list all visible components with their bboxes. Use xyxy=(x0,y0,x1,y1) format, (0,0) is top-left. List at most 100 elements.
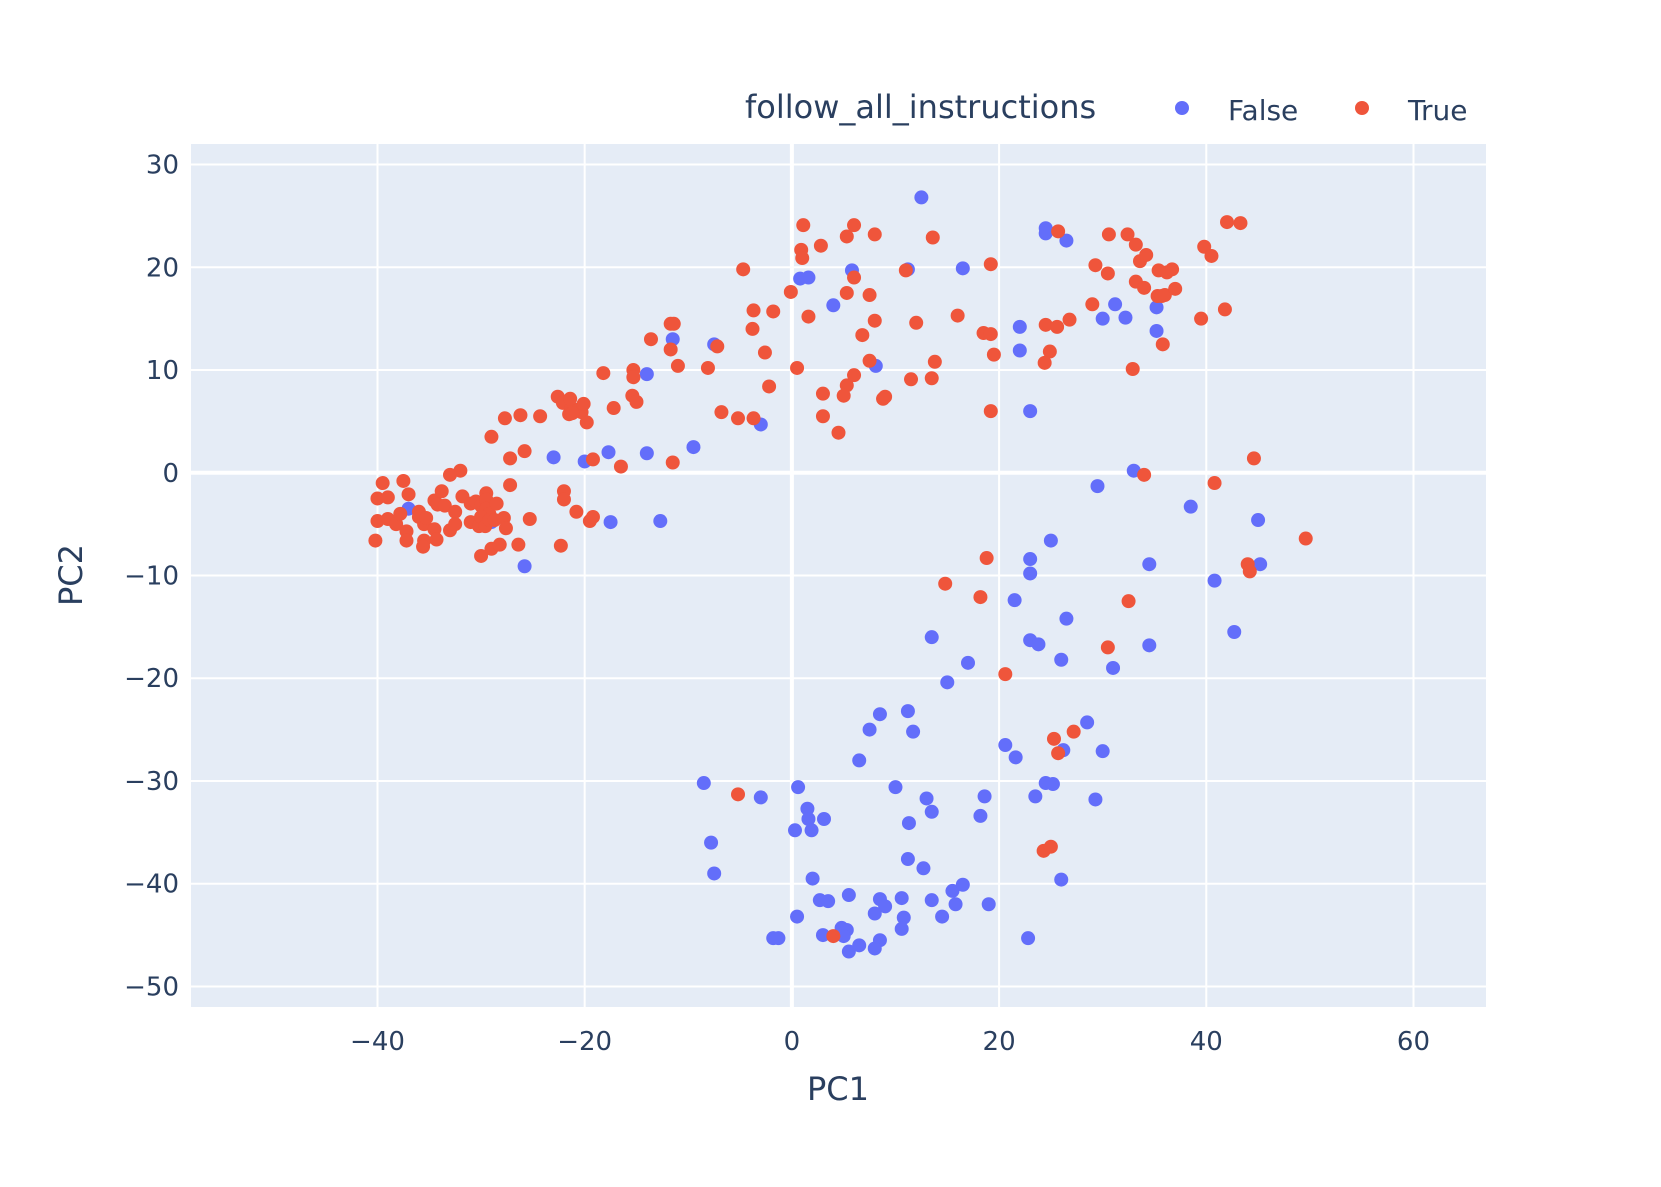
point-true xyxy=(556,492,571,507)
point-false xyxy=(821,894,836,909)
point-false xyxy=(1059,233,1074,248)
point-true xyxy=(746,411,761,426)
legend-marker-false[interactable] xyxy=(1175,101,1189,115)
point-true xyxy=(437,498,452,513)
y-tick-label: 20 xyxy=(146,253,179,283)
point-true xyxy=(938,576,953,591)
point-true xyxy=(489,496,504,511)
point-true xyxy=(1157,288,1172,303)
point-false xyxy=(815,928,830,943)
point-true xyxy=(867,227,882,242)
point-false xyxy=(826,298,841,313)
legend-marker-true[interactable] xyxy=(1355,101,1369,115)
point-true xyxy=(585,509,600,524)
point-true xyxy=(553,538,568,553)
point-false xyxy=(1142,638,1157,653)
point-true xyxy=(762,379,777,394)
point-false xyxy=(900,704,915,719)
point-false xyxy=(981,897,996,912)
point-true xyxy=(663,342,678,357)
point-true xyxy=(847,270,862,285)
point-false xyxy=(800,801,815,816)
point-true xyxy=(847,218,862,233)
point-true xyxy=(585,452,600,467)
point-true xyxy=(983,327,998,342)
point-false xyxy=(867,941,882,956)
point-false xyxy=(1149,300,1164,315)
point-false xyxy=(900,852,915,867)
point-false xyxy=(753,790,768,805)
point-true xyxy=(925,230,940,245)
point-false xyxy=(852,938,867,953)
point-false xyxy=(841,888,856,903)
point-true xyxy=(1168,281,1183,296)
point-false xyxy=(914,190,929,205)
legend-title: follow_all_instructions xyxy=(745,88,1096,126)
y-tick-label: −20 xyxy=(124,664,179,694)
y-tick-label: −50 xyxy=(124,972,179,1002)
x-tick-label: −20 xyxy=(557,1027,612,1057)
point-true xyxy=(714,405,729,420)
point-false xyxy=(1043,533,1058,548)
point-false xyxy=(948,897,963,912)
point-false xyxy=(1008,750,1023,765)
legend-label-false[interactable]: False xyxy=(1228,94,1298,127)
point-true xyxy=(839,285,854,300)
point-false xyxy=(804,823,819,838)
point-false xyxy=(1045,777,1060,792)
point-true xyxy=(1242,564,1257,579)
y-tick-label: 30 xyxy=(146,151,179,181)
point-true xyxy=(979,551,994,566)
point-true xyxy=(746,303,761,318)
point-true xyxy=(596,366,611,381)
legend[interactable]: follow_all_instructions False True xyxy=(745,88,1467,127)
point-false xyxy=(894,921,909,936)
point-false xyxy=(1095,744,1110,759)
point-true xyxy=(801,309,816,324)
point-true xyxy=(1043,839,1058,854)
point-true xyxy=(448,504,463,519)
point-false xyxy=(1118,310,1133,325)
point-true xyxy=(1120,227,1135,242)
point-false xyxy=(961,655,975,670)
y-tick-label: 10 xyxy=(146,356,179,386)
point-true xyxy=(513,408,528,423)
point-true xyxy=(795,251,810,266)
point-true xyxy=(429,532,444,547)
point-false xyxy=(888,780,903,795)
point-false xyxy=(955,261,970,276)
x-tick-label: 40 xyxy=(1190,1027,1223,1057)
point-false xyxy=(1088,792,1103,807)
point-true xyxy=(909,315,924,330)
point-false xyxy=(603,515,618,530)
point-false xyxy=(1023,552,1038,567)
point-true xyxy=(522,511,537,526)
point-true xyxy=(973,590,988,605)
point-false xyxy=(955,877,970,892)
point-true xyxy=(813,238,828,253)
point-true xyxy=(1062,312,1077,327)
point-true xyxy=(448,517,463,532)
point-true xyxy=(1066,724,1081,739)
point-true xyxy=(1046,731,1061,746)
legend-label-true[interactable]: True xyxy=(1407,94,1467,127)
point-false xyxy=(841,944,856,959)
point-true xyxy=(1042,344,1057,359)
point-true xyxy=(815,409,830,424)
point-true xyxy=(399,533,414,548)
point-false xyxy=(945,883,960,898)
point-true xyxy=(474,548,489,563)
point-true xyxy=(416,539,431,554)
point-false xyxy=(1054,652,1069,667)
point-true xyxy=(1121,594,1136,609)
point-true xyxy=(983,404,998,419)
point-false xyxy=(1080,715,1095,730)
point-false xyxy=(1012,319,1027,334)
x-tick-label: 60 xyxy=(1397,1027,1430,1057)
point-true xyxy=(1050,319,1065,334)
point-true xyxy=(1051,224,1066,239)
point-true xyxy=(1085,297,1100,312)
point-false xyxy=(801,270,816,285)
point-false xyxy=(816,811,831,826)
point-true xyxy=(443,467,457,482)
